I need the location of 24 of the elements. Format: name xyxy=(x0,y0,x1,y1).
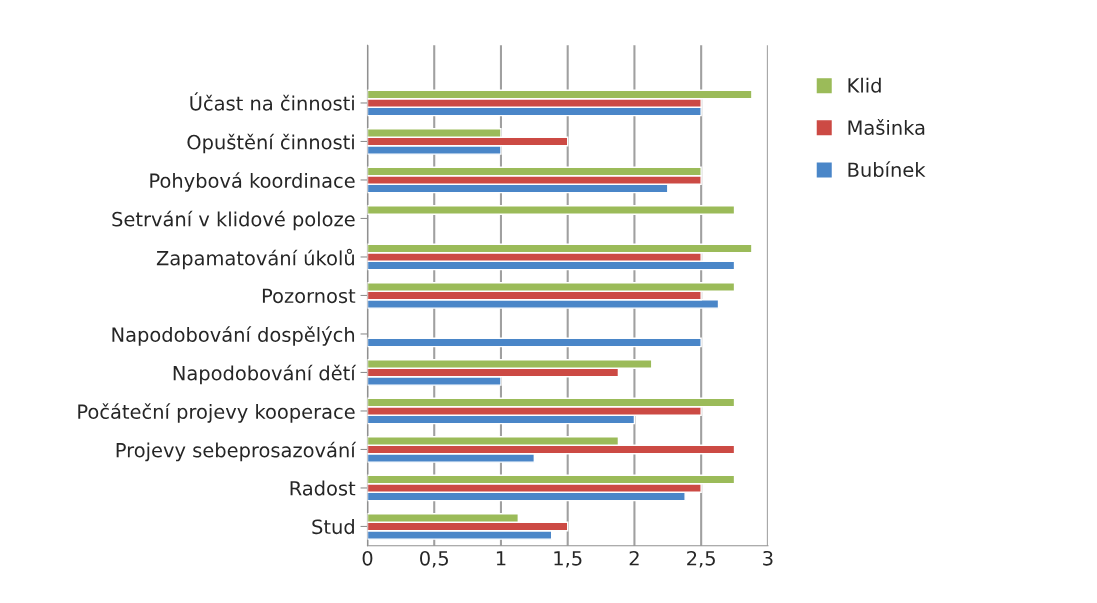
x-tick-label: 2 xyxy=(629,550,639,566)
y-tick-label: Napodobování dospělých xyxy=(112,326,355,346)
y-tick-label: Pozornost xyxy=(262,288,356,304)
y-tick-label: Účast na činnosti xyxy=(190,92,354,111)
y-tick-label: Pohybová koordinace xyxy=(150,172,355,192)
y-tick-label: Projevy sebeprosazování xyxy=(116,441,357,462)
legend-label: Bubínek xyxy=(848,161,926,178)
x-tick-label: 0 xyxy=(362,550,373,566)
legend-label: Mašinka xyxy=(848,119,925,135)
bar xyxy=(367,205,736,215)
x-tick-label: 1,5 xyxy=(554,551,582,568)
y-tick-label: Napodobování dětí xyxy=(173,364,357,385)
x-tick-label: 2,5 xyxy=(687,550,715,568)
x-tick-label: 1 xyxy=(496,551,506,566)
y-tick-label: Stud xyxy=(312,519,354,535)
y-tick-label: Opuštění činnosti xyxy=(187,133,354,154)
x-tick-label: 0,5 xyxy=(420,550,448,568)
y-tick-label: Počáteční projevy kooperace xyxy=(78,403,355,423)
y-tick-label: Radost xyxy=(290,480,356,496)
x-tick-label: 3 xyxy=(763,550,773,566)
y-tick-label: Setrvání v klidové poloze xyxy=(112,210,355,231)
y-tick-label: Zapamatování úkolů xyxy=(156,248,354,270)
bar xyxy=(367,337,702,348)
legend-label: Klid xyxy=(848,77,881,93)
